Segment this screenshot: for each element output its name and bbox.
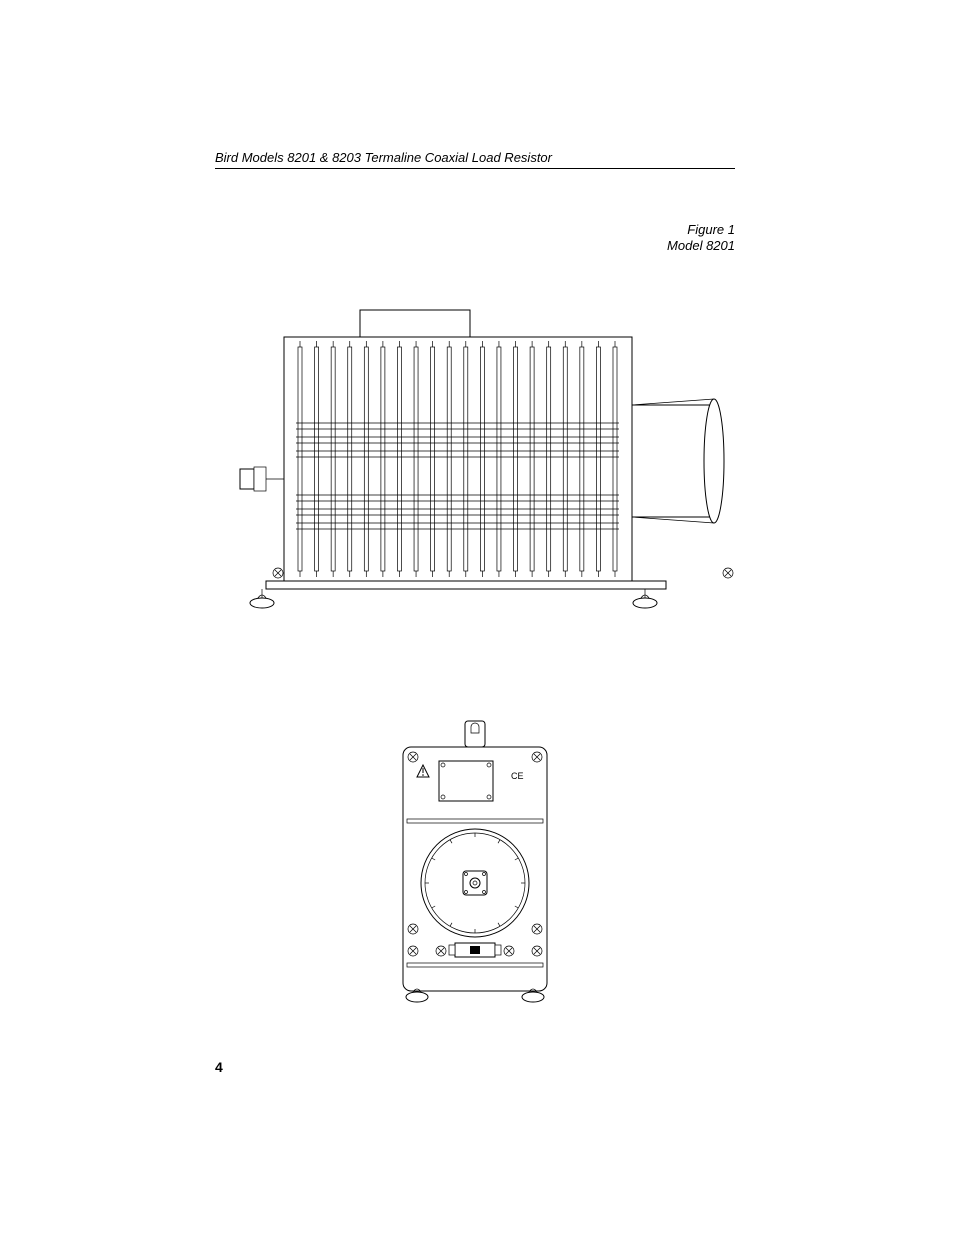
- page-header-title: Bird Models 8201 & 8203 Termaline Coaxia…: [215, 150, 552, 165]
- page-header-rule: [215, 168, 735, 169]
- figure-model: Model 8201: [667, 238, 735, 254]
- diagram-side-view: [230, 305, 735, 615]
- figure-caption: Figure 1 Model 8201: [667, 222, 735, 255]
- svg-text:CE: CE: [511, 771, 524, 781]
- diagram-front-view: CE: [395, 715, 555, 1005]
- figure-number: Figure 1: [667, 222, 735, 238]
- page-number: 4: [215, 1059, 223, 1075]
- side-view-svg: [230, 305, 735, 615]
- page: Bird Models 8201 & 8203 Termaline Coaxia…: [0, 0, 954, 1235]
- front-view-svg: CE: [395, 715, 555, 1005]
